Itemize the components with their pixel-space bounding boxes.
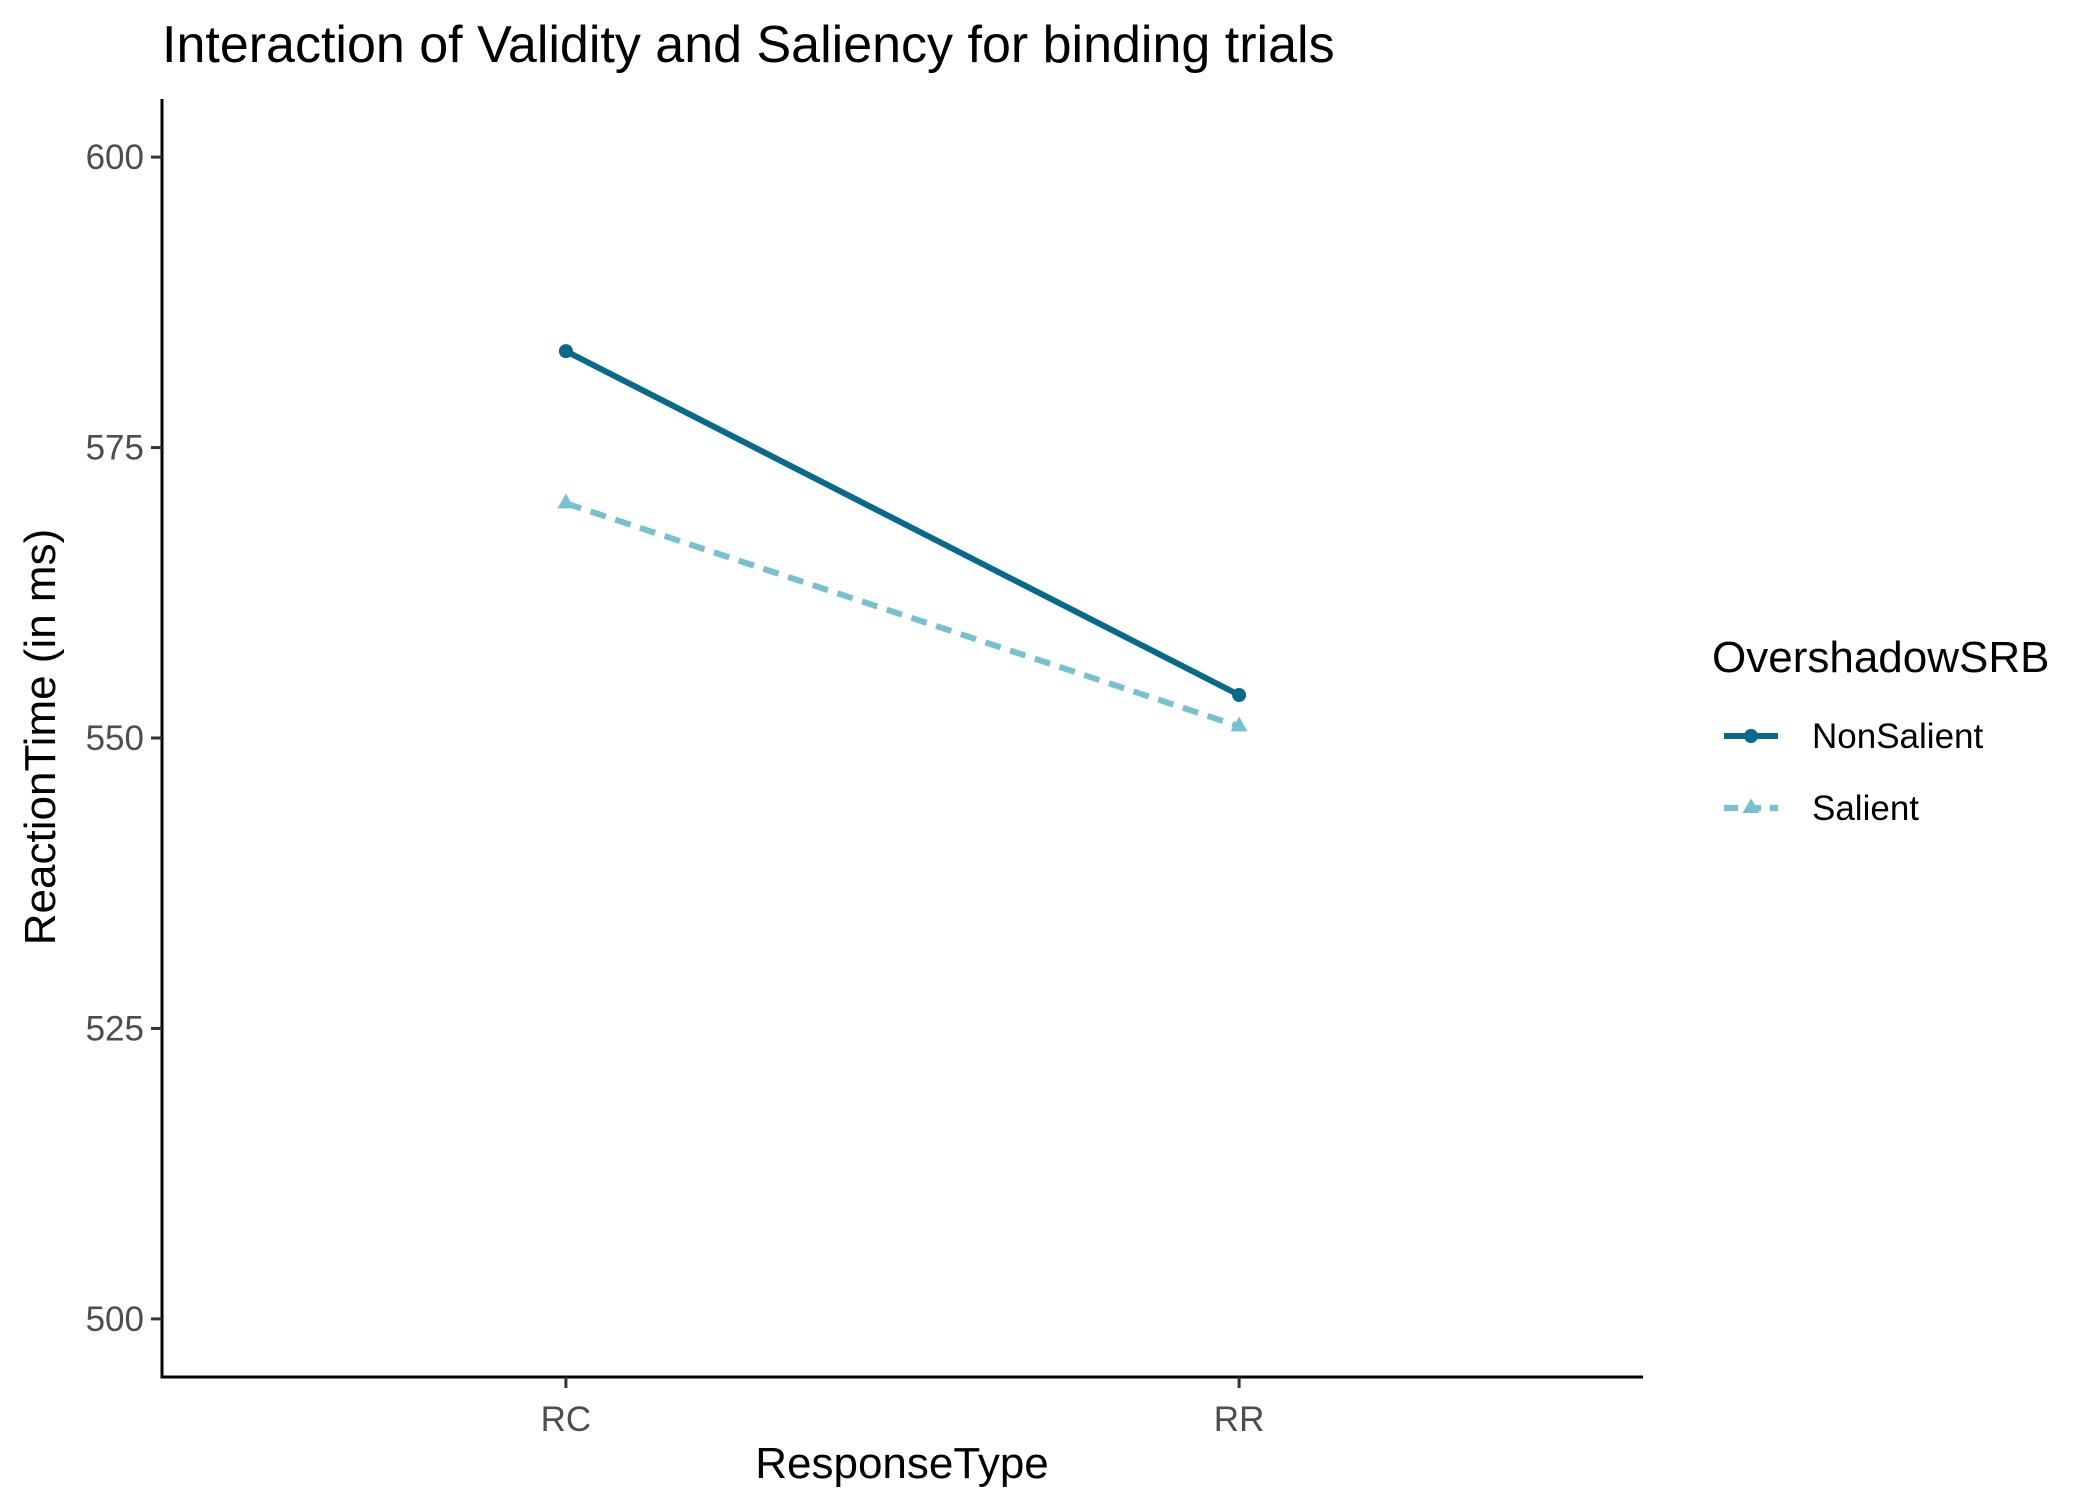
legend-items: NonSalient Salient [1724,717,1983,828]
data-point [1230,716,1248,732]
x-tick-label: RR [1214,1400,1265,1439]
series-layer [557,344,1248,732]
x-tick-label: RC [541,1400,592,1439]
y-tick-label: 600 [86,138,144,177]
y-tick-label: 575 [86,429,144,468]
y-tick-label: 550 [86,719,144,758]
legend-label: NonSalient [1812,717,1983,756]
y-axis-title: ReactionTime (in ms) [16,529,65,945]
legend-key-marker [1742,798,1760,814]
chart-title: Interaction of Validity and Saliency for… [162,16,1335,74]
x-axis-title: ResponseType [755,1439,1049,1488]
y-tick-label: 525 [86,1009,144,1048]
data-point [557,493,575,509]
data-point [1232,688,1247,703]
y-tick-label: 500 [86,1300,144,1339]
legend-item-nonsalient: NonSalient [1724,717,1983,756]
legend: OvershadowSRB NonSalient Salient [1712,633,2049,828]
legend-title: OvershadowSRB [1712,633,2049,682]
series-line-salient [564,500,1241,730]
legend-item-salient: Salient [1724,789,1919,828]
x-ticks: RC RR [541,1377,1265,1439]
series-line-nonsalient [564,348,1241,698]
legend-label: Salient [1812,789,1919,828]
y-ticks: 500 525 550 575 600 [86,138,162,1339]
legend-key-marker [1744,729,1758,743]
data-point [558,344,573,359]
